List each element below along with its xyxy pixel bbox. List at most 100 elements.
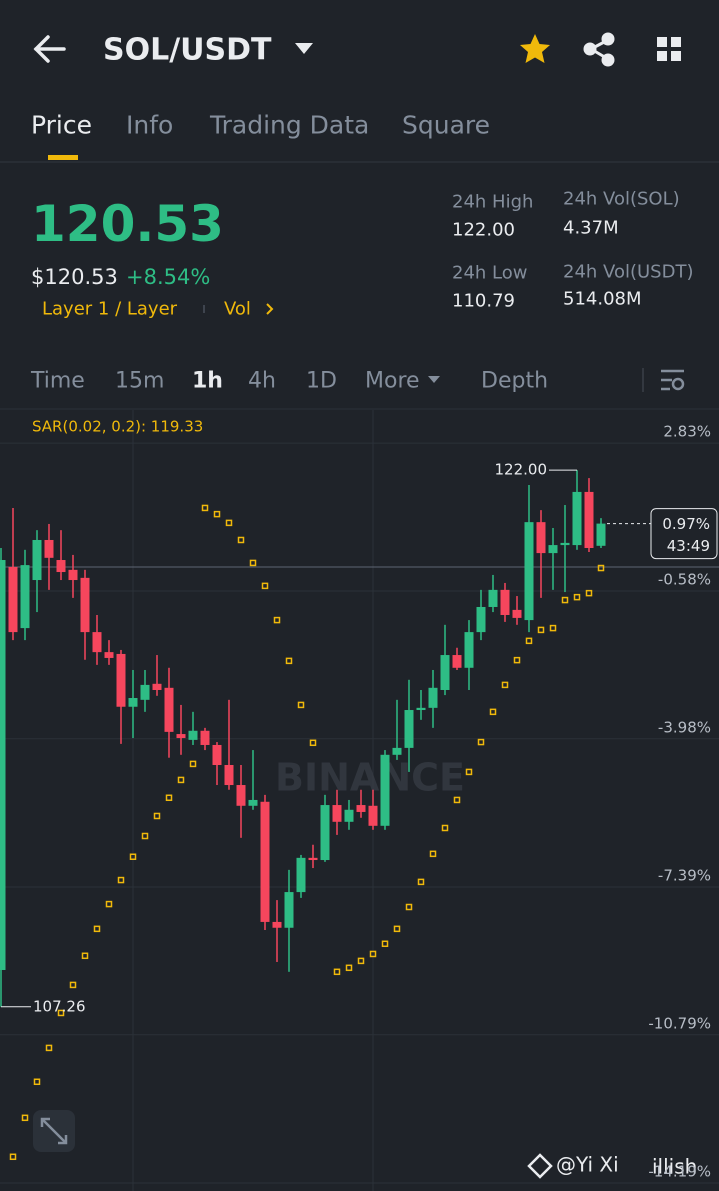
candle-body <box>596 523 606 546</box>
candle-body <box>440 655 450 690</box>
back-button[interactable] <box>33 35 66 63</box>
interval[interactable]: 1D <box>306 368 337 394</box>
sar-dot <box>513 656 521 664</box>
candle-body <box>560 542 570 546</box>
candle-body <box>68 569 78 581</box>
y-tick-label: -10.79% <box>648 1014 711 1032</box>
watermark: BINANCE <box>275 756 465 800</box>
pair-title[interactable]: SOL/USDT <box>103 32 272 68</box>
sar-dot <box>585 589 593 597</box>
sar-dot <box>201 504 209 512</box>
interval[interactable]: 4h <box>248 368 276 394</box>
candle-body <box>536 522 546 554</box>
sar-dot <box>81 952 89 960</box>
candle-body <box>128 698 138 707</box>
expand-button[interactable] <box>33 1110 75 1152</box>
pair-dropdown[interactable] <box>295 43 313 54</box>
sar-dot <box>597 564 605 572</box>
high-label: 122.00 <box>495 461 548 479</box>
sar-dot <box>393 925 401 933</box>
more-caret[interactable] <box>428 376 440 383</box>
sar-dot <box>297 701 305 709</box>
favorite-star[interactable] <box>520 34 550 63</box>
stat-label: 24h Vol(USDT) <box>563 261 694 283</box>
price-usd: $120.53 <box>31 265 118 289</box>
interval[interactable]: Time <box>31 368 85 394</box>
y-tick-label: -7.39% <box>658 866 711 884</box>
candle-body <box>260 801 270 922</box>
stat-label: 24h High <box>452 191 534 213</box>
sar-dot <box>417 878 425 886</box>
interval[interactable]: 1h <box>192 368 223 394</box>
sar-dot <box>153 812 161 820</box>
interval[interactable]: Depth <box>481 368 549 394</box>
candle-body <box>332 805 342 822</box>
y-tick-label: -0.58% <box>658 570 711 588</box>
stat-value: 110.79 <box>452 290 515 312</box>
candle-body <box>152 683 162 690</box>
candle-body <box>392 747 402 755</box>
candle-body <box>428 687 438 708</box>
stat-label: 24h Low <box>452 262 528 284</box>
tab[interactable]: Price <box>31 110 92 140</box>
interval[interactable]: 15m <box>115 368 165 394</box>
interval[interactable]: More <box>365 368 420 394</box>
sar-dot <box>117 876 125 884</box>
candle-body <box>8 566 18 633</box>
sar-dot <box>21 1114 29 1122</box>
sar-dot <box>69 981 77 989</box>
y-tick-label: 2.83% <box>663 423 711 441</box>
share-button[interactable] <box>583 32 615 67</box>
sar-dot <box>105 900 113 908</box>
candle-body <box>188 730 198 740</box>
candle-body <box>524 522 534 621</box>
chart-settings[interactable] <box>661 369 685 391</box>
sar-dot <box>537 626 545 634</box>
candle-body <box>320 805 330 861</box>
tag[interactable]: Vol <box>224 298 251 320</box>
stat-value: 4.37M <box>563 217 619 239</box>
sar-dot <box>213 510 221 518</box>
candle-body <box>416 707 426 711</box>
sar-dot <box>429 850 437 858</box>
candle-body <box>92 632 102 653</box>
sar-dot <box>525 637 533 645</box>
sar-dot <box>285 657 293 665</box>
tab[interactable]: Trading Data <box>210 110 370 140</box>
sar-dot <box>345 964 353 972</box>
candle-body <box>116 653 126 707</box>
watermark-logo <box>527 1153 553 1179</box>
sar-dot <box>369 950 377 958</box>
sar-dot <box>129 853 137 861</box>
candle-body <box>380 754 390 826</box>
candle-body <box>500 589 510 615</box>
stat-value: 514.08M <box>563 288 642 310</box>
candle-body <box>176 734 186 739</box>
sar-dot <box>273 616 281 624</box>
candle-body <box>104 652 114 658</box>
candle-body <box>32 539 42 581</box>
candle-body <box>0 560 6 970</box>
last-price: 120.53 <box>31 195 224 253</box>
sar-dot <box>189 760 197 768</box>
current-change: 0.97% <box>662 515 710 533</box>
sar-dot <box>381 940 389 948</box>
sar-dot <box>33 1078 41 1086</box>
tag-arrow[interactable] <box>266 303 274 315</box>
layout-button[interactable] <box>657 37 681 61</box>
candle-body <box>44 539 54 558</box>
sar-dot <box>453 796 461 804</box>
tab[interactable]: Info <box>126 110 174 140</box>
sar-dot <box>45 1044 53 1052</box>
stat-label: 24h Vol(SOL) <box>563 188 680 210</box>
sar-dot <box>261 582 269 590</box>
tab[interactable]: Square <box>402 110 491 140</box>
sar-dot <box>561 596 569 604</box>
sar-dot <box>237 536 245 544</box>
sar-dot <box>333 968 341 976</box>
candle-body <box>356 805 366 812</box>
sar-dot <box>489 708 497 716</box>
tag[interactable]: Layer 1 / Layer <box>42 298 178 320</box>
countdown: 43:49 <box>667 537 710 555</box>
sar-dot <box>441 824 449 832</box>
